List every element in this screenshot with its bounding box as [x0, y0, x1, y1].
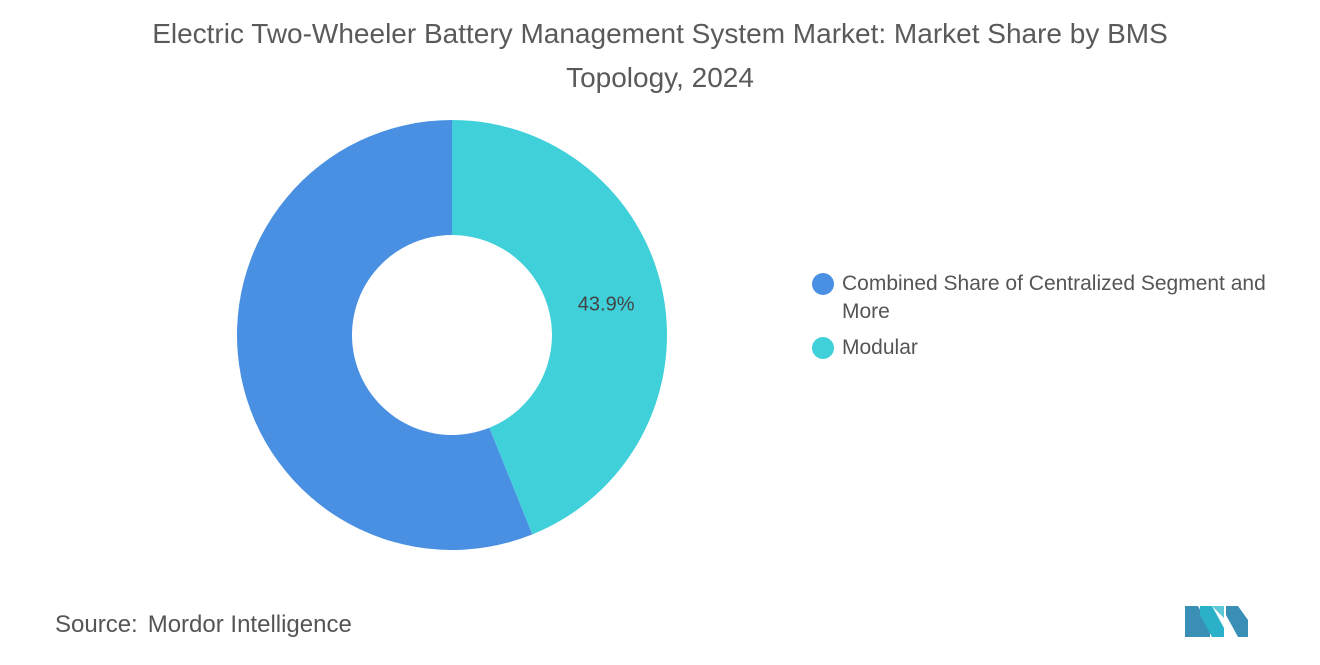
- legend-marker: [812, 337, 834, 359]
- data-label: 43.9%: [578, 293, 635, 315]
- legend-marker: [812, 273, 834, 295]
- logo: [1185, 606, 1248, 637]
- chart-title: Electric Two-Wheeler Battery Management …: [152, 18, 1168, 93]
- source-label: Source:: [55, 611, 138, 638]
- legend-item: Modular: [812, 334, 1302, 362]
- source-text: Mordor Intelligence: [147, 611, 352, 638]
- donut-slice: [236, 120, 533, 550]
- legend-label: Combined Share of Centralized Segment an…: [842, 272, 1266, 323]
- legend-label: Modular: [842, 336, 918, 359]
- source: Source: Mordor Intelligence: [55, 611, 352, 639]
- donut-slice: [452, 120, 667, 535]
- legend-item: Combined Share of Centralized Segment an…: [812, 270, 1302, 326]
